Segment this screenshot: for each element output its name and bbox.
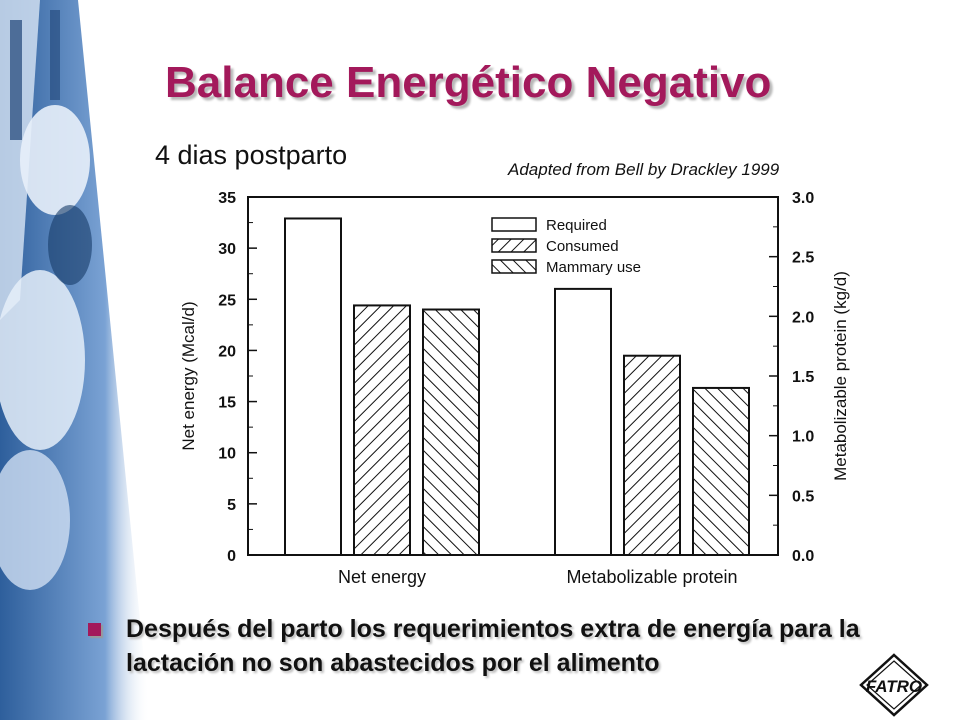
category-label: Net energy xyxy=(338,567,426,587)
right-tick-label: 1.5 xyxy=(792,369,814,386)
category-label: Metabolizable protein xyxy=(566,567,737,587)
legend-label: Mammary use xyxy=(546,259,641,276)
cow-photo xyxy=(0,0,150,720)
bar-mammary-use xyxy=(422,308,480,556)
right-tick-label: 0.5 xyxy=(792,488,814,505)
legend-label: Consumed xyxy=(546,238,619,255)
legend-swatch xyxy=(491,259,537,274)
bar-consumed xyxy=(623,354,681,556)
bar-required xyxy=(554,287,612,557)
right-tick-label: 2.0 xyxy=(792,309,814,326)
bar-consumed xyxy=(353,304,411,557)
left-tick-label: 5 xyxy=(227,497,236,514)
fatro-logo: FATRO xyxy=(859,653,929,717)
bar-chart: 0 5 10 15 20 25 30 35 0.0 0.5 1.0 1.5 2.0 2.5 3.0 Net e… xyxy=(179,190,850,587)
logo-text: FATRO xyxy=(866,677,922,696)
right-tick-label: 1.0 xyxy=(792,429,814,446)
legend-swatch xyxy=(491,217,537,232)
slide-subtitle: 4 dias postparto xyxy=(155,140,348,170)
left-tick-label: 0 xyxy=(227,548,236,565)
left-tick-label: 20 xyxy=(218,343,236,360)
legend-swatch xyxy=(491,238,537,253)
bullet-icon xyxy=(88,623,101,636)
y2-axis-label: Metabolizable protein (kg/d) xyxy=(831,271,850,481)
left-tick-label: 10 xyxy=(218,446,236,463)
right-tick-label: 0.0 xyxy=(792,548,814,565)
bar-mammary-use xyxy=(692,386,750,556)
right-tick-label: 2.5 xyxy=(792,250,814,267)
legend-label: Required xyxy=(546,217,607,234)
left-tick-label: 35 xyxy=(218,190,236,207)
right-tick-label: 3.0 xyxy=(792,190,814,207)
slide-title: Balance Energético Negativo xyxy=(165,58,772,107)
bar-required xyxy=(284,217,342,556)
bullet-text: Después del parto los requerimientos ext… xyxy=(126,615,860,677)
left-tick-label: 25 xyxy=(218,292,236,309)
left-tick-label: 30 xyxy=(218,241,236,258)
y-axis-label: Net energy (Mcal/d) xyxy=(179,301,198,450)
left-tick-label: 15 xyxy=(218,395,236,412)
source-credit: Adapted from Bell by Drackley 1999 xyxy=(508,160,780,179)
